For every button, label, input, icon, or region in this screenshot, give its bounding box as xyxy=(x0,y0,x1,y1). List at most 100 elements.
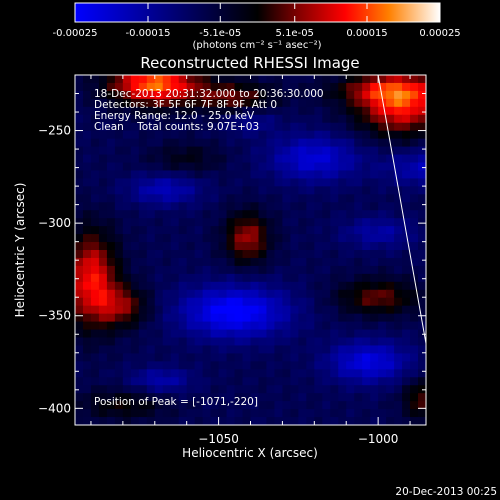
heatmap-pixel xyxy=(370,250,379,259)
heatmap-pixel xyxy=(290,313,299,323)
heatmap-pixel xyxy=(242,162,252,172)
heatmap-pixel xyxy=(418,250,426,259)
heatmap-pixel xyxy=(106,202,116,211)
heatmap-pixel xyxy=(386,353,395,362)
heatmap-pixel xyxy=(354,250,363,259)
heatmap-pixel xyxy=(170,281,180,291)
heatmap-pixel xyxy=(202,138,212,148)
heatmap-pixel xyxy=(306,106,315,116)
heatmap-pixel xyxy=(402,122,411,132)
heatmap-pixel xyxy=(154,114,164,124)
heatmap-pixel xyxy=(218,289,228,299)
heatmap-pixel xyxy=(234,265,244,275)
heatmap-pixel xyxy=(194,242,204,251)
heatmap-pixel xyxy=(98,98,108,108)
heatmap-pixel xyxy=(146,210,156,219)
heatmap-pixel xyxy=(274,130,284,140)
heatmap-pixel xyxy=(330,146,339,156)
heatmap-pixel xyxy=(346,401,355,410)
heatmap-pixel xyxy=(298,138,307,148)
heatmap-pixel xyxy=(202,385,212,394)
heatmap-pixel xyxy=(194,186,204,195)
heatmap-pixel xyxy=(82,289,92,299)
heatmap-pixel xyxy=(282,226,291,235)
heatmap-pixel xyxy=(298,257,307,267)
heatmap-pixel xyxy=(130,130,140,140)
heatmap-pixel xyxy=(226,401,236,410)
heatmap-pixel xyxy=(362,154,371,164)
heatmap-pixel xyxy=(314,226,323,235)
heatmap-pixel xyxy=(218,305,228,315)
heatmap-pixel xyxy=(194,98,204,108)
heatmap-pixel xyxy=(162,289,172,299)
heatmap-pixel xyxy=(122,345,132,354)
heatmap-pixel xyxy=(410,377,419,386)
heatmap-pixel xyxy=(266,297,276,307)
heatmap-pixel xyxy=(362,377,371,386)
heatmap-pixel xyxy=(282,289,291,299)
heatmap-pixel xyxy=(82,218,92,227)
heatmap-pixel xyxy=(258,130,268,140)
heatmap-pixel xyxy=(258,313,268,323)
heatmap-pixel xyxy=(402,98,411,108)
heatmap-pixel xyxy=(210,226,220,235)
heatmap-pixel xyxy=(394,170,403,179)
heatmap-pixel xyxy=(314,297,323,307)
heatmap-pixel xyxy=(178,242,188,251)
heatmap-pixel xyxy=(266,98,276,108)
heatmap-pixel xyxy=(162,114,172,124)
heatmap-pixel xyxy=(418,75,426,84)
heatmap-pixel xyxy=(106,321,116,331)
heatmap-pixel xyxy=(90,385,100,394)
heatmap-pixel xyxy=(194,265,204,275)
heatmap-pixel xyxy=(346,321,355,331)
heatmap-pixel xyxy=(394,273,403,283)
heatmap-pixel xyxy=(282,75,291,84)
heatmap-pixel xyxy=(234,210,244,219)
heatmap-pixel xyxy=(386,186,395,195)
heatmap-pixel xyxy=(98,242,108,251)
heatmap-pixel xyxy=(202,130,212,140)
heatmap-pixel xyxy=(274,82,284,92)
heatmap-pixel xyxy=(306,146,315,156)
heatmap-pixel xyxy=(210,313,220,323)
heatmap-pixel xyxy=(210,170,220,179)
heatmap-pixel xyxy=(338,90,347,100)
heatmap-pixel xyxy=(234,273,244,283)
heatmap-pixel xyxy=(202,90,212,100)
heatmap-pixel xyxy=(130,250,140,259)
heatmap-pixel xyxy=(234,218,244,227)
heatmap-pixel xyxy=(170,194,180,203)
heatmap-pixel xyxy=(75,305,84,315)
heatmap-pixel xyxy=(338,297,347,307)
heatmap-pixel xyxy=(138,369,148,378)
heatmap-pixel xyxy=(314,313,323,323)
heatmap-pixel xyxy=(258,170,268,179)
heatmap-pixel xyxy=(314,377,323,386)
heatmap-pixel xyxy=(154,257,164,267)
heatmap-pixel xyxy=(170,75,180,84)
heatmap-pixel xyxy=(338,345,347,354)
heatmap-pixel xyxy=(122,178,132,187)
heatmap-pixel xyxy=(290,250,299,259)
heatmap-pixel xyxy=(75,226,84,235)
heatmap-pixel xyxy=(346,122,355,132)
heatmap-pixel xyxy=(250,178,260,187)
heatmap-pixel xyxy=(370,337,379,347)
heatmap-pixel xyxy=(170,273,180,283)
heatmap-pixel xyxy=(234,146,244,156)
heatmap-pixel xyxy=(226,170,236,179)
heatmap-pixel xyxy=(306,313,315,323)
heatmap-pixel xyxy=(114,401,124,410)
heatmap-pixel xyxy=(202,146,212,156)
heatmap-pixel xyxy=(378,194,387,203)
heatmap-pixel xyxy=(138,337,148,347)
heatmap-pixel xyxy=(266,170,276,179)
heatmap-pixel xyxy=(274,194,284,203)
heatmap-pixel xyxy=(250,122,260,132)
heatmap-pixel xyxy=(418,122,426,132)
heatmap-pixel xyxy=(386,250,395,259)
heatmap-pixel xyxy=(298,377,307,386)
colorbar-tick-label: -0.00015 xyxy=(126,28,171,39)
heatmap-pixel xyxy=(322,130,331,140)
